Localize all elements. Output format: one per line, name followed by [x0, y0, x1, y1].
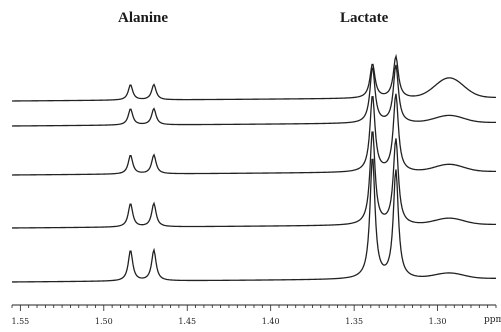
- x-tick-label: 1.55: [11, 317, 30, 326]
- x-tick-label: 1.35: [345, 317, 364, 326]
- x-tick-label: 1.30: [428, 317, 447, 326]
- spectrum-trace-4: [11, 131, 497, 229]
- spectrum-trace-5: [11, 158, 496, 283]
- spectrum-trace-3: [12, 93, 496, 176]
- x-tick-label: 1.50: [94, 317, 113, 326]
- lactate-label: Lactate: [340, 10, 389, 26]
- alanine-label: Alanine: [118, 10, 169, 26]
- x-axis-unit-label: ppm: [484, 315, 501, 325]
- spectrum-trace-2: [11, 64, 496, 127]
- x-tick-label: 1.45: [178, 317, 197, 326]
- x-tick-label: 1.40: [261, 317, 280, 326]
- x-axis: [11, 304, 497, 311]
- spectrum-trace-1: [11, 53, 497, 102]
- spectra-traces: [11, 53, 497, 283]
